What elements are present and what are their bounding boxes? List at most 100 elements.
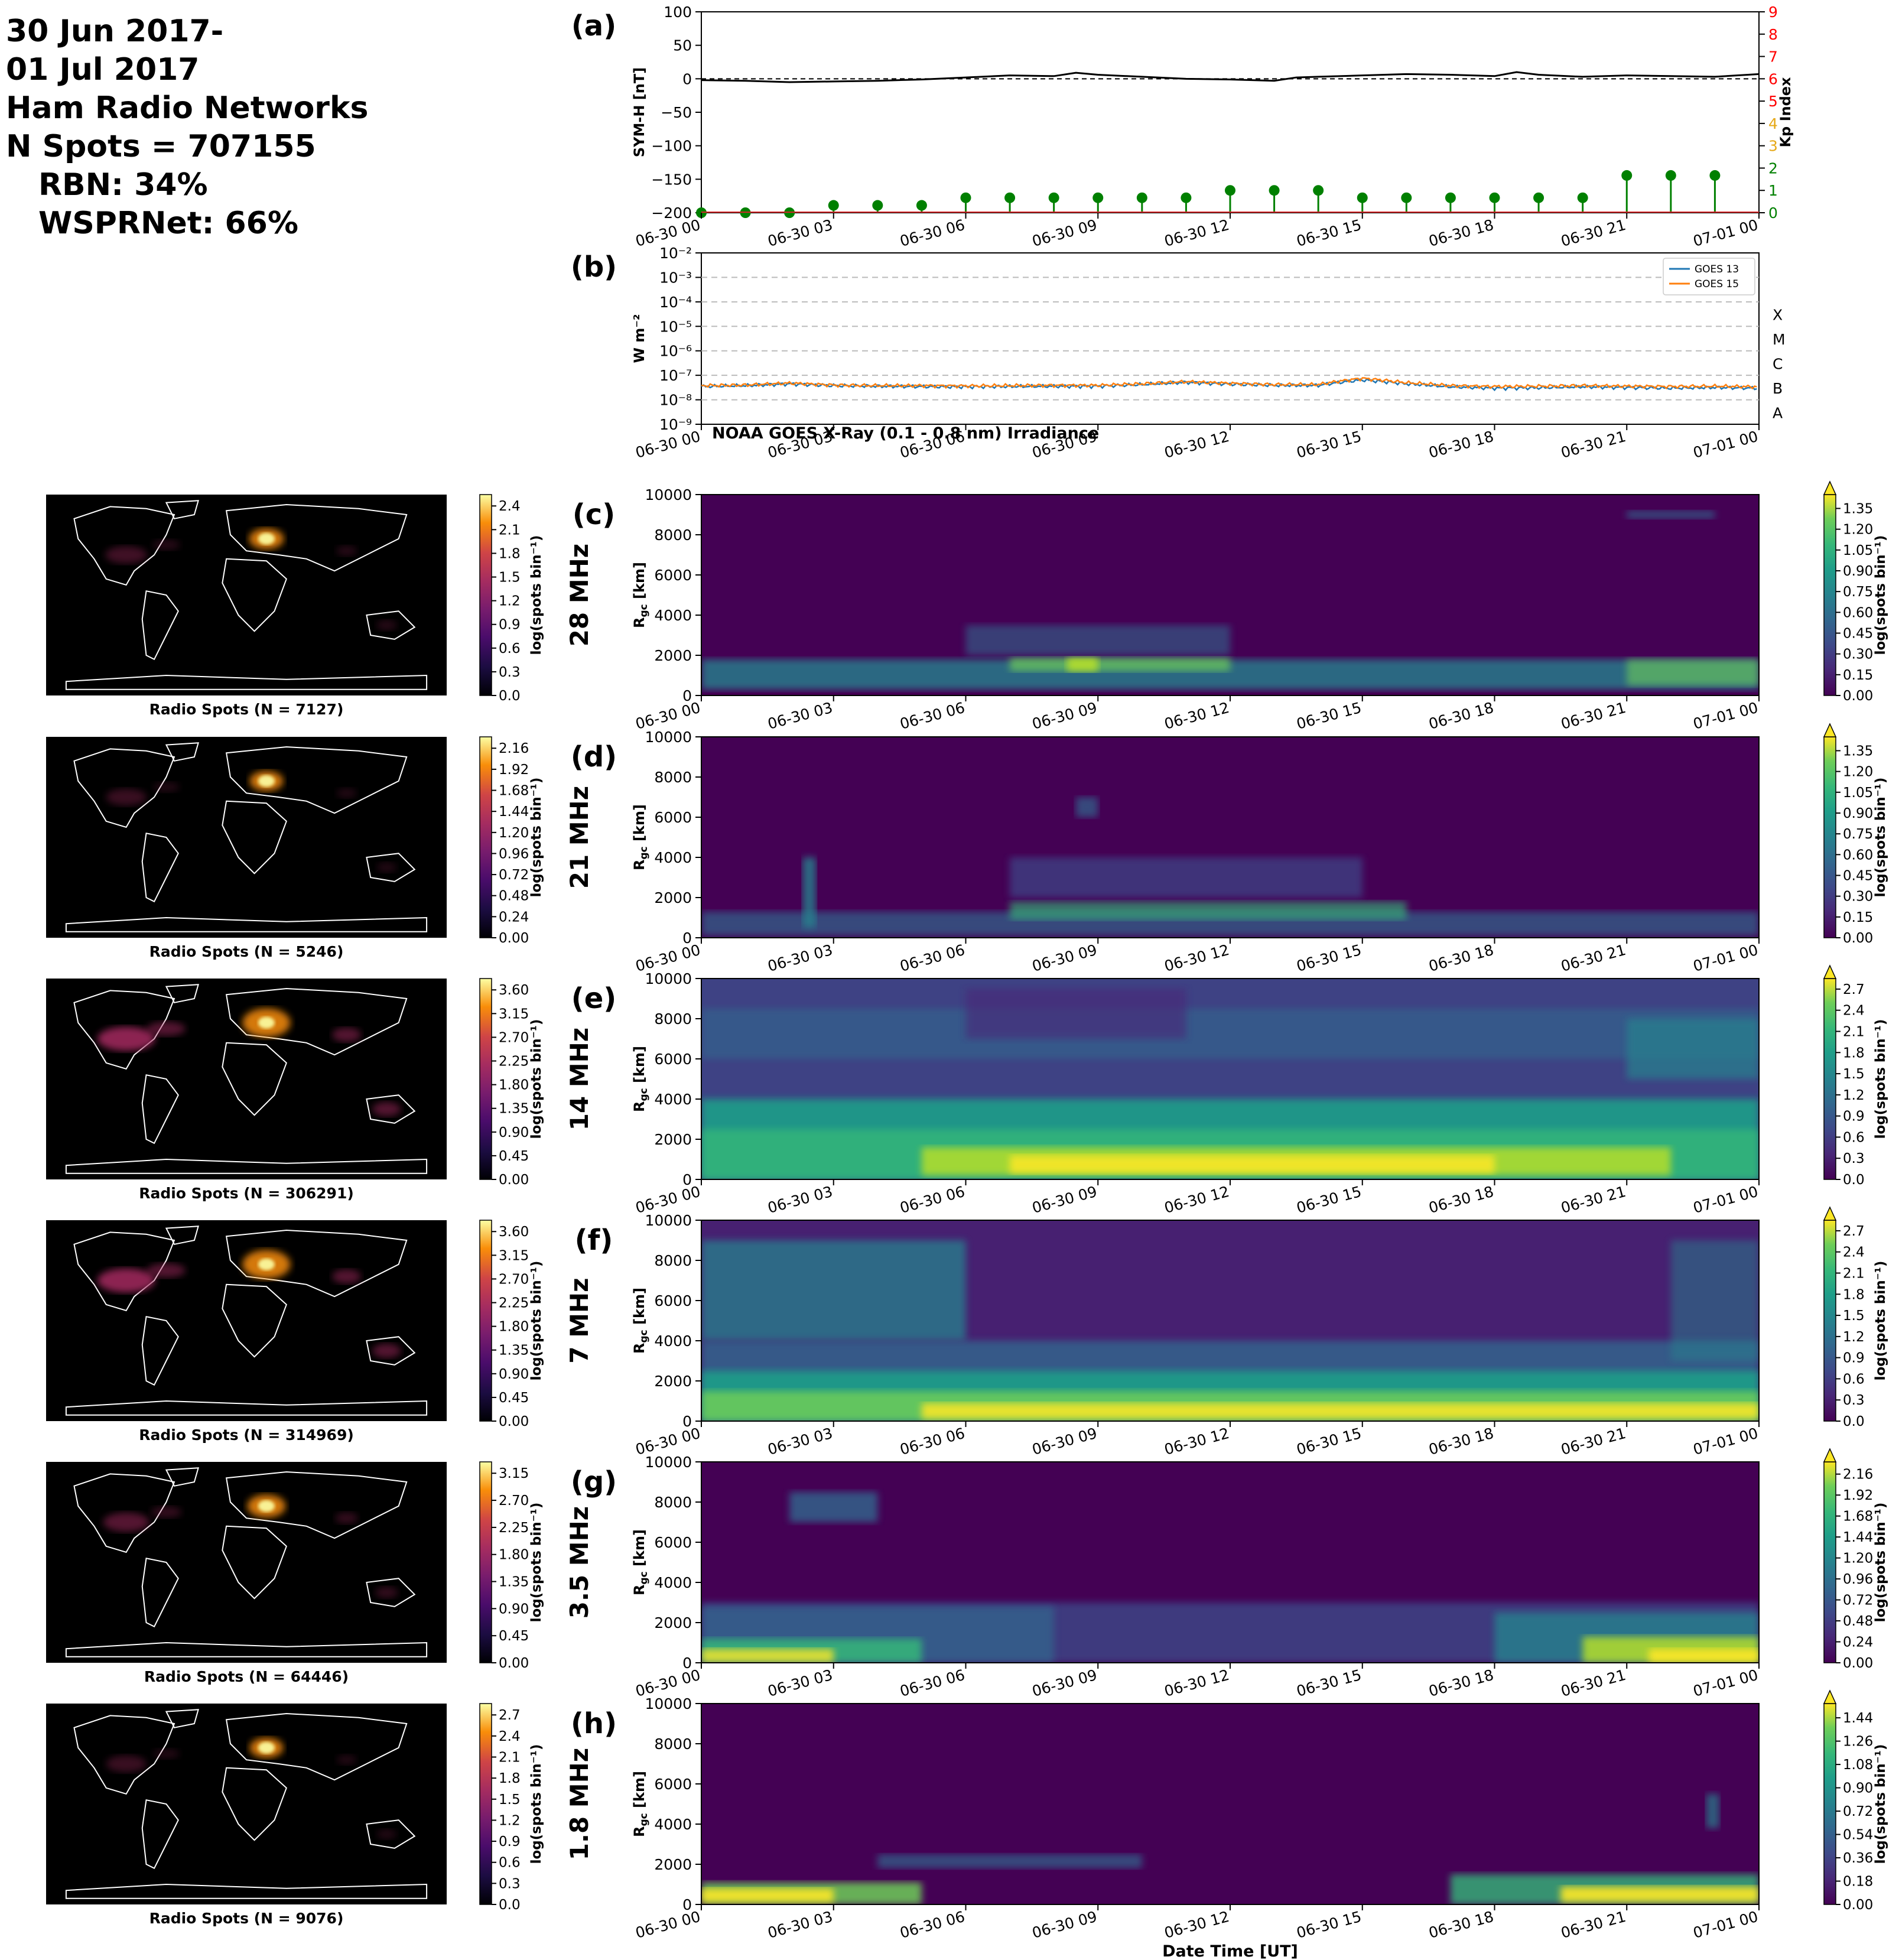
y-tick-label: 10000 [645, 1695, 692, 1712]
spot-peak [258, 532, 275, 545]
map-caption: Radio Spots (N = 9076) [149, 1910, 344, 1927]
panel-f-band: Radio Spots (N = 314969)0.000.450.901.35… [46, 1206, 1888, 1458]
x-tick-label: 06-30 06 [898, 699, 967, 733]
x-tick-label: 06-30 09 [1030, 941, 1099, 975]
cbar-tick-label: 0.60 [1843, 605, 1873, 620]
heatmap [701, 1220, 1759, 1421]
y-tick-label: 10000 [645, 1454, 692, 1471]
map-cbar-tick-label: 1.92 [499, 762, 529, 778]
cbar-tick-label: 0.60 [1843, 847, 1873, 863]
coastline [165, 1709, 199, 1728]
y-axis-label: SYM-H [nT] [631, 67, 648, 157]
cbar-tick-label: 0.6 [1843, 1371, 1865, 1387]
colorbar-extend-arrow [1823, 1689, 1837, 1704]
heatmap-region [701, 1009, 1759, 1059]
coastline [165, 1226, 199, 1245]
heatmap [701, 1462, 1759, 1663]
cbar-tick-label: 0.96 [1843, 1572, 1873, 1587]
cbar-tick-label: 0.0 [1843, 1414, 1865, 1429]
cbar-tick-label: 1.2 [1843, 1088, 1865, 1103]
x-tick-label: 06-30 15 [1295, 699, 1363, 733]
x-tick-label: 06-30 06 [898, 216, 967, 250]
cbar-tick-label: 0.9 [1843, 1351, 1865, 1366]
map-cbar-tick-label: 2.70 [499, 1493, 529, 1509]
spot-peak [258, 1258, 275, 1270]
cbar-tick-label: 1.20 [1843, 765, 1873, 780]
map-colorbar [479, 1220, 492, 1422]
coastline [225, 503, 408, 572]
x-tick-label: 06-30 09 [1030, 699, 1099, 733]
cbar-tick-label: 0.54 [1843, 1828, 1873, 1843]
kp-point [1709, 170, 1721, 181]
coastline [222, 1042, 287, 1116]
cbar-tick-label: 2.16 [1843, 1467, 1873, 1483]
cbar-tick-label: 0.3 [1843, 1393, 1865, 1408]
heatmap [701, 495, 1759, 695]
y-axis-label-subscript: gc [638, 1571, 650, 1584]
x-tick-label: 06-30 12 [1162, 1183, 1231, 1217]
panel-label: (g) [571, 1465, 617, 1499]
heatmap-region [965, 989, 1186, 1039]
cbar-tick-label: 2.1 [1843, 1024, 1865, 1039]
map-cbar-tick-label: 2.25 [499, 1054, 529, 1070]
spot-density-blob [151, 1506, 182, 1518]
map-cbar-tick-label: 3.60 [499, 1224, 529, 1240]
x-tick-label: 06-30 12 [1162, 941, 1231, 975]
y-tick-label: 2000 [654, 1614, 692, 1631]
y-tick-label: 10000 [645, 970, 692, 987]
heatmap-background [701, 1704, 1759, 1904]
heatmap-region [877, 1854, 1142, 1868]
map-cbar-tick-label: 1.35 [499, 1575, 529, 1590]
spot-density-blob [376, 1829, 397, 1839]
cbar-tick-label: 0.45 [1843, 868, 1873, 883]
y2-tick-label: 8 [1768, 26, 1778, 43]
cbar-tick-label: 0.15 [1843, 910, 1873, 925]
map-cbar-tick-label: 0.6 [499, 1855, 521, 1871]
map-caption: Radio Spots (N = 7127) [149, 701, 344, 718]
map-cbar-tick-label: 1.35 [499, 1101, 529, 1117]
heatmap-region [965, 625, 1230, 655]
y-axis-label-subscript: gc [638, 846, 650, 859]
y-tick-label: 4000 [654, 1574, 692, 1591]
map-colorbar [479, 1703, 492, 1905]
heatmap-region [921, 1403, 1759, 1419]
cbar-label: log(spots bin⁻¹) [1873, 1019, 1888, 1139]
y2-tick-label: 2 [1768, 160, 1778, 177]
x-tick-label: 06-30 18 [1427, 941, 1495, 975]
map-cbar-tick-label: 2.25 [499, 1296, 529, 1311]
y-tick-label: 8000 [654, 1735, 692, 1753]
spot-density-blob [332, 1269, 361, 1284]
map-cbar-tick-label: 1.5 [499, 1792, 521, 1808]
y2-tick-label: 5 [1768, 93, 1778, 110]
cbar-tick-label: 0.75 [1843, 584, 1873, 600]
x-tick-label: 06-30 21 [1559, 699, 1628, 733]
band-label: 3.5 MHz [565, 1506, 594, 1618]
kp-point [1401, 192, 1412, 203]
heatmap-region [1010, 657, 1230, 672]
kp-point [960, 192, 971, 203]
kp-point [1181, 192, 1192, 203]
x-tick-label: 06-30 18 [1427, 699, 1495, 733]
world-map [46, 495, 447, 695]
y2-tick-label: 4 [1768, 115, 1778, 132]
y-tick-label: 6000 [654, 809, 692, 826]
world-map [46, 1704, 447, 1904]
heatmap [701, 979, 1759, 1179]
map-cbar-tick-label: 1.2 [499, 1813, 521, 1828]
x-tick-label: 06-30 06 [898, 1425, 967, 1458]
kp-point [872, 200, 883, 211]
cbar-tick-label: 1.05 [1843, 785, 1873, 801]
x-tick-label: 06-30 18 [1427, 1908, 1495, 1942]
colorbar-extend-arrow [1823, 964, 1837, 979]
coastline [165, 500, 199, 519]
x-tick-label: 07-01 00 [1691, 1183, 1760, 1217]
spot-density-blob [106, 788, 147, 806]
y-axis-label: Rgc [km] [631, 1529, 650, 1595]
map-cbar-tick-label: 1.8 [499, 546, 521, 561]
x-tick-label: 06-30 00 [633, 1908, 702, 1942]
world-map [46, 1220, 447, 1421]
kp-point [1445, 192, 1456, 203]
kp-point [916, 200, 927, 211]
coastline [141, 1558, 179, 1628]
